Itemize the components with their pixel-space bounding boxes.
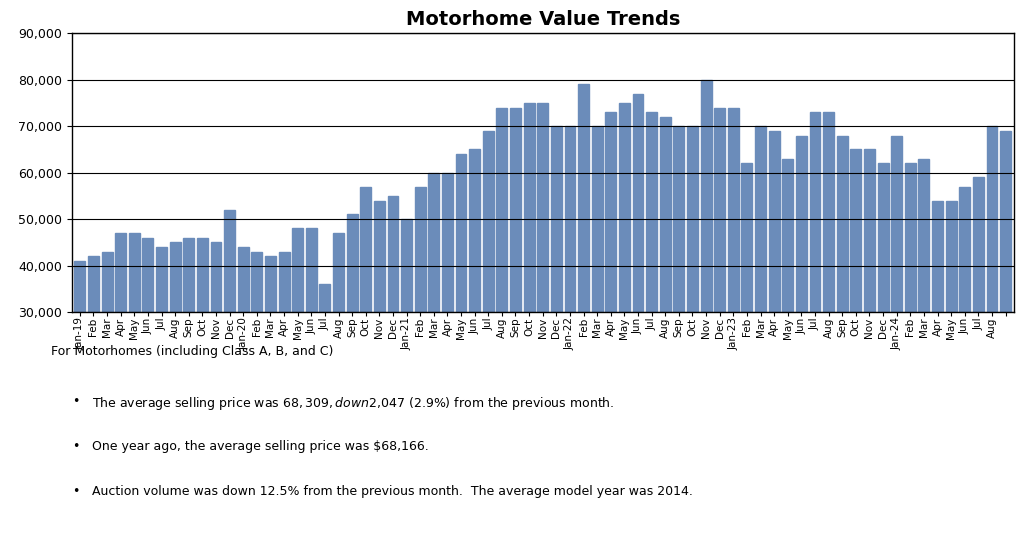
Text: The average selling price was $68,309, down $2,047 (2.9%) from the previous mont: The average selling price was $68,309, d… — [92, 395, 614, 413]
Bar — [905, 163, 915, 451]
Bar — [959, 187, 970, 451]
Bar — [605, 113, 616, 451]
Bar — [715, 108, 725, 451]
Bar — [538, 103, 548, 451]
Bar — [592, 126, 602, 451]
Bar — [387, 196, 398, 451]
Bar — [415, 187, 426, 451]
Bar — [333, 233, 344, 451]
Bar — [347, 214, 357, 451]
Bar — [823, 113, 835, 451]
Bar — [796, 135, 807, 451]
Bar — [728, 108, 738, 451]
Bar — [618, 103, 630, 451]
Bar — [306, 228, 316, 451]
Bar — [850, 149, 861, 451]
Bar — [523, 103, 535, 451]
Bar — [101, 252, 113, 451]
Bar — [483, 131, 494, 451]
Bar — [891, 135, 902, 451]
Bar — [456, 154, 467, 451]
Bar — [837, 135, 848, 451]
Text: •: • — [72, 395, 79, 408]
Bar — [197, 238, 208, 451]
Text: •: • — [72, 485, 79, 497]
Bar — [374, 201, 385, 451]
Bar — [986, 126, 997, 451]
Bar — [401, 219, 412, 451]
Bar — [564, 126, 575, 451]
Bar — [755, 126, 766, 451]
Bar — [469, 149, 480, 451]
Text: Auction volume was down 12.5% from the previous month.  The average model year w: Auction volume was down 12.5% from the p… — [92, 485, 693, 497]
Bar — [674, 126, 684, 451]
Bar — [251, 252, 262, 451]
Bar — [129, 233, 139, 451]
Bar — [510, 108, 521, 451]
Bar — [700, 80, 712, 451]
Bar — [265, 256, 275, 451]
Text: One year ago, the average selling price was $68,166.: One year ago, the average selling price … — [92, 440, 429, 453]
Bar — [75, 261, 85, 451]
Bar — [442, 173, 453, 451]
Bar — [946, 201, 956, 451]
Bar — [878, 163, 889, 451]
Bar — [810, 113, 820, 451]
Bar — [497, 108, 507, 451]
Bar — [551, 126, 562, 451]
Bar — [973, 177, 984, 451]
Bar — [224, 210, 236, 451]
Text: •: • — [72, 440, 79, 453]
Bar — [116, 233, 126, 451]
Bar — [238, 247, 249, 451]
Bar — [428, 173, 439, 451]
Bar — [864, 149, 874, 451]
Bar — [142, 238, 154, 451]
Bar — [932, 201, 943, 451]
Bar — [183, 238, 195, 451]
Bar — [741, 163, 753, 451]
Bar — [292, 228, 303, 451]
Bar — [1000, 131, 1011, 451]
Bar — [919, 159, 930, 451]
Text: For Motorhomes (including Class A, B, and C): For Motorhomes (including Class A, B, an… — [51, 345, 334, 358]
Bar — [279, 252, 290, 451]
Bar — [360, 187, 371, 451]
Bar — [211, 242, 221, 451]
Bar — [579, 85, 589, 451]
Bar — [633, 94, 643, 451]
Title: Motorhome Value Trends: Motorhome Value Trends — [406, 10, 680, 29]
Bar — [687, 126, 698, 451]
Bar — [769, 131, 779, 451]
Bar — [170, 242, 180, 451]
Bar — [156, 247, 167, 451]
Bar — [782, 159, 794, 451]
Bar — [88, 256, 99, 451]
Bar — [659, 117, 671, 451]
Bar — [646, 113, 657, 451]
Bar — [319, 284, 331, 451]
